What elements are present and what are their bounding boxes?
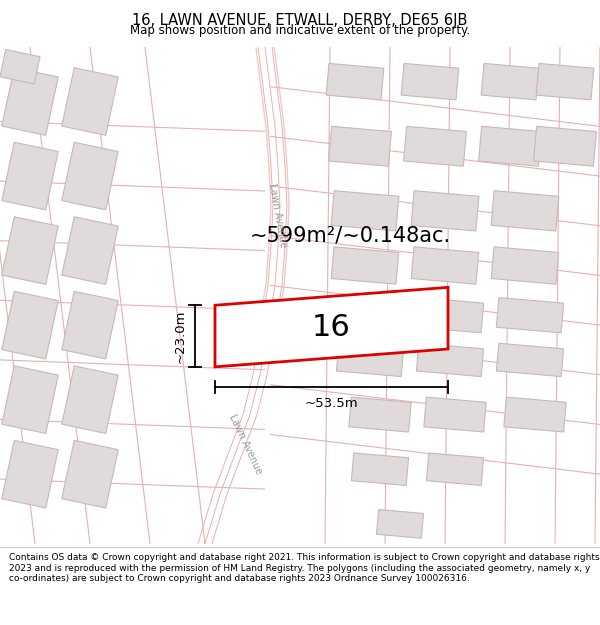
Polygon shape [2, 441, 58, 508]
Text: Lawn Avenue: Lawn Avenue [227, 412, 263, 476]
Polygon shape [326, 63, 384, 100]
Polygon shape [496, 343, 563, 377]
Polygon shape [2, 291, 58, 359]
Polygon shape [427, 453, 484, 486]
Text: 16: 16 [312, 312, 351, 342]
Polygon shape [491, 247, 559, 284]
Polygon shape [504, 397, 566, 432]
Polygon shape [536, 63, 594, 100]
Polygon shape [491, 191, 559, 231]
Text: ~599m²/~0.148ac.: ~599m²/~0.148ac. [250, 226, 451, 246]
Polygon shape [337, 298, 404, 333]
Polygon shape [2, 142, 58, 210]
Polygon shape [401, 63, 459, 100]
Polygon shape [533, 126, 596, 166]
Polygon shape [62, 441, 118, 508]
Polygon shape [376, 509, 424, 538]
Polygon shape [62, 366, 118, 434]
Polygon shape [2, 68, 58, 136]
Polygon shape [215, 288, 448, 367]
Text: 16, LAWN AVENUE, ETWALL, DERBY, DE65 6JB: 16, LAWN AVENUE, ETWALL, DERBY, DE65 6JB [133, 13, 467, 28]
Polygon shape [2, 217, 58, 284]
Polygon shape [331, 191, 399, 231]
Text: Map shows position and indicative extent of the property.: Map shows position and indicative extent… [130, 24, 470, 36]
Polygon shape [62, 68, 118, 136]
Polygon shape [404, 126, 466, 166]
Polygon shape [352, 453, 409, 486]
Polygon shape [337, 343, 404, 377]
Polygon shape [329, 126, 391, 166]
Polygon shape [416, 298, 484, 333]
Polygon shape [411, 191, 479, 231]
Polygon shape [481, 63, 539, 100]
Polygon shape [416, 343, 484, 377]
Polygon shape [2, 366, 58, 434]
Text: ~23.0m: ~23.0m [174, 309, 187, 362]
Polygon shape [62, 291, 118, 359]
Polygon shape [424, 397, 486, 432]
Polygon shape [479, 126, 541, 166]
Polygon shape [349, 397, 411, 432]
Polygon shape [62, 142, 118, 210]
Text: Lawn Avenue: Lawn Avenue [268, 183, 289, 249]
Polygon shape [411, 247, 479, 284]
Polygon shape [62, 217, 118, 284]
Polygon shape [496, 298, 563, 333]
Text: Contains OS data © Crown copyright and database right 2021. This information is : Contains OS data © Crown copyright and d… [9, 554, 599, 583]
Text: ~53.5m: ~53.5m [305, 397, 358, 409]
Polygon shape [0, 49, 40, 84]
Polygon shape [331, 247, 399, 284]
